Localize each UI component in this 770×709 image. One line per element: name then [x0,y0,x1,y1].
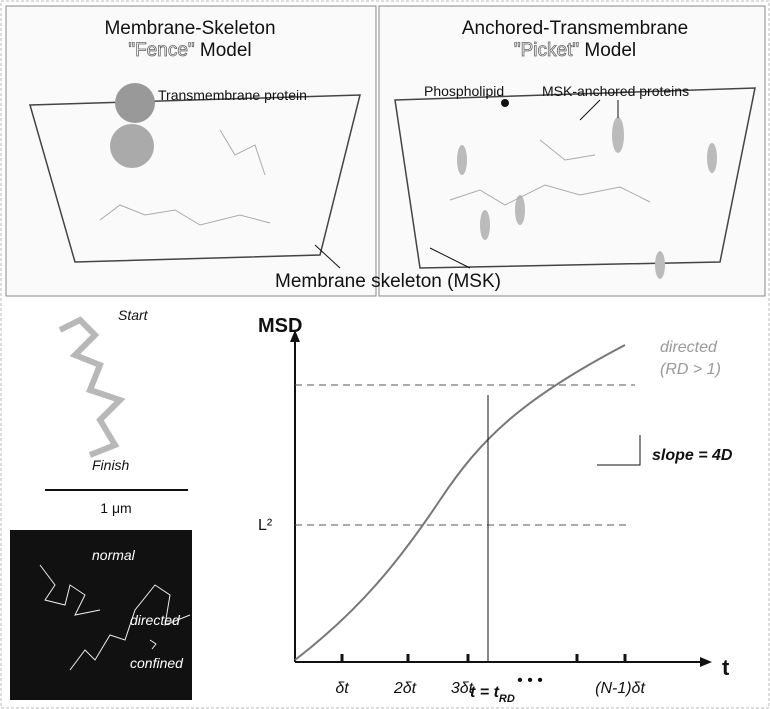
slope-label: slope = 4D [652,447,733,464]
protein [115,83,155,123]
tick-label: δt [335,680,349,697]
level-label: L² [258,517,273,534]
tick-label: (N-1)δt [595,680,645,697]
scale-label: 1 μm [100,500,131,516]
msd-curve [295,345,625,660]
label: Phospholipid [424,83,504,99]
finish-label: Finish [92,457,130,473]
title: "Picket" Model [514,40,636,61]
y-label: MSD [258,315,302,337]
label: Transmembrane protein [158,87,307,103]
mode-label: confined [130,655,184,671]
tick-label: • • • [517,672,543,689]
title: Anchored-Transmembrane [462,18,688,39]
marker-label: t = tRD [470,684,515,705]
mode-label: directed [130,612,181,628]
x-label: t [722,655,730,680]
marker-sub: RD [499,693,515,705]
mode-label: normal [92,547,136,563]
figure: Membrane-Skeleton "Fence" Model Anchored… [0,0,770,709]
slope-mark [597,435,640,465]
protein [110,124,154,168]
label: MSK-anchored proteins [542,83,689,99]
marker-text: t = t [470,684,500,701]
title-word: "Fence" [128,40,194,61]
title-rest: Model [200,40,252,61]
shared-label: Membrane skeleton (MSK) [275,271,501,292]
start-label: Start [118,307,149,323]
curve-label: directed [660,339,718,356]
curve-sublabel: (RD > 1) [660,361,721,378]
trajectory [60,320,120,455]
title-rest: Model [584,40,636,61]
title: "Fence" Model [128,40,251,61]
ticks [342,654,625,662]
tick-label: 2δt [393,680,417,697]
title: Membrane-Skeleton [104,18,275,39]
lipid [501,99,509,107]
arrowhead [700,657,712,667]
title-word: "Picket" [514,40,579,61]
